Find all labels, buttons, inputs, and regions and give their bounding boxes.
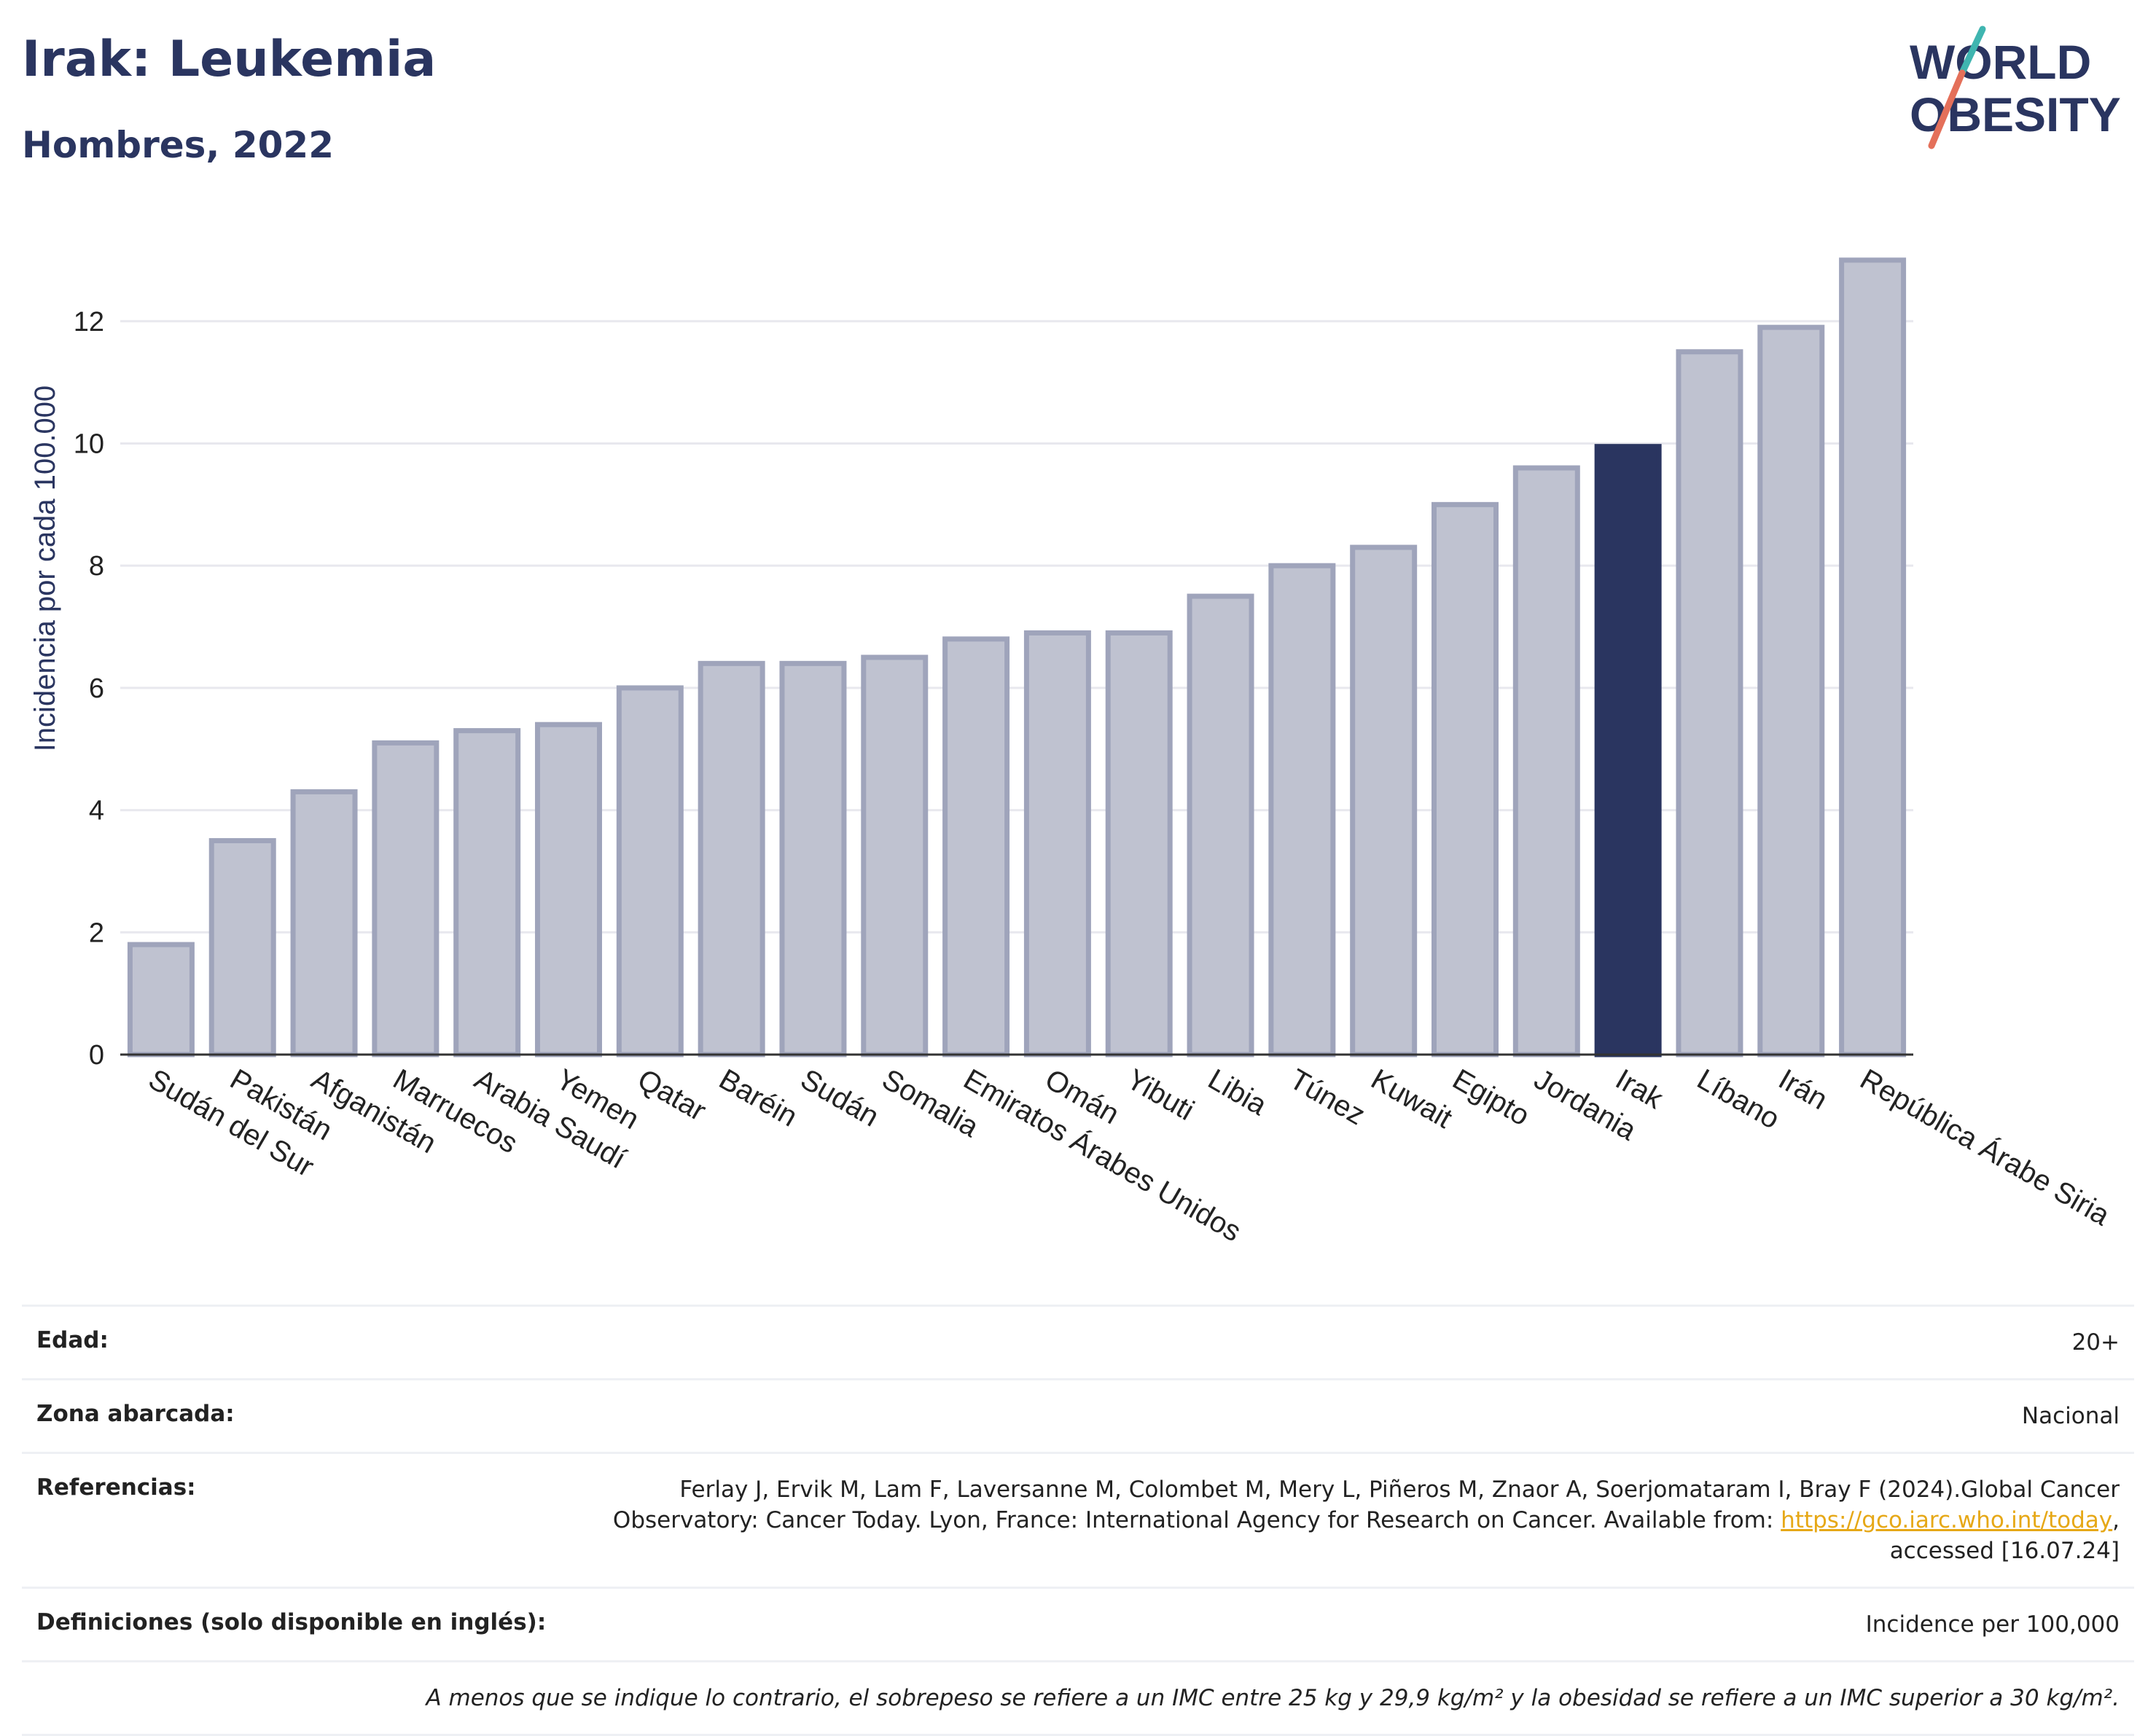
references-value: Ferlay J, Ervik M, Lam F, Laversanne M, … [613,1474,2120,1566]
x-tick-labels: Sudán del SurPakistánAfganistánMarruecos… [143,1063,2115,1248]
bar [616,685,684,1057]
references-line2: Observatory: Cancer Today. Lyon, France:… [612,1507,1781,1533]
info-row-age: Edad: 20+ [22,1305,2134,1378]
x-tick-label: Egipto [1448,1063,1535,1133]
x-tick-label: República Árabe Siria [1855,1063,2116,1232]
references-link[interactable]: https://gco.iarc.who.int/today [1781,1507,2113,1533]
x-tick-label: Baréin [714,1063,802,1133]
zone-label: Zona abarcada: [36,1401,235,1427]
logo-line1: WORLD [1910,35,2091,89]
page-title: Irak: Leukemia [22,31,437,88]
definitions-label: Definiciones (solo disponible en inglés)… [36,1609,547,1635]
info-table: Edad: 20+ Zona abarcada: Nacional Refere… [22,1305,2134,1736]
bar [127,942,195,1057]
y-tick-label: 2 [89,918,104,948]
bar [535,722,602,1057]
zone-value: Nacional [2021,1403,2120,1429]
y-tick-label: 8 [89,551,104,582]
definitions-value: Incidence per 100,000 [1865,1611,2120,1638]
bar [779,660,847,1057]
bar [1676,349,1743,1057]
world-obesity-logo: WORLD OBESITY [1910,26,2121,149]
bar [1839,257,1907,1057]
y-tick-labels: 0 2 4 6 8 10 12 [74,307,104,1071]
bar [1187,593,1254,1057]
references-label: Referencias: [36,1474,196,1501]
references-line3: accessed [16.07.24] [1889,1538,2120,1564]
bar [1594,444,1662,1057]
footnote: A menos que se indique lo contrario, el … [426,1685,2120,1711]
info-row-references: Referencias: Ferlay J, Ervik M, Lam F, L… [22,1452,2134,1587]
y-tick-label: 12 [74,307,104,337]
age-label: Edad: [36,1327,109,1353]
bar [1350,544,1418,1057]
y-axis-label: Incidencia por cada 100.000 [29,386,61,752]
x-tick-label: Túnez [1284,1063,1370,1132]
bar [1105,630,1173,1057]
bar [1432,501,1499,1057]
bar [861,654,929,1057]
x-tick-label: Libia [1203,1063,1273,1122]
bar-chart: 0 2 4 6 8 10 12 Sudán del SurPakistánAfganistá… [29,257,2116,1248]
bar [1512,465,1580,1057]
x-tick-label: Sudán [795,1063,884,1133]
bars [127,257,1907,1057]
y-tick-label: 4 [89,796,104,826]
x-tick-label: Kuwait [1366,1063,1458,1135]
x-tick-label: Yibuti [1121,1063,1199,1127]
page-subtitle: Hombres, 2022 [22,124,334,166]
bar [1757,324,1825,1057]
references-line1: Ferlay J, Ervik M, Lam F, Laversanne M, … [679,1477,2120,1503]
age-value: 20+ [2071,1329,2120,1356]
bar [1023,630,1091,1057]
bar [290,789,358,1057]
bar [453,728,521,1057]
y-tick-label: 6 [89,673,104,704]
bar [698,660,765,1057]
info-row-zone: Zona abarcada: Nacional [22,1378,2134,1452]
y-tick-label: 0 [89,1040,104,1071]
y-tick-label: 10 [74,429,104,459]
bar [372,740,440,1057]
references-line2-end: , [2112,1507,2120,1533]
bar [208,838,276,1057]
bar [942,636,1010,1057]
x-tick-label: Qatar [632,1063,711,1127]
info-row-note: A menos que se indique lo contrario, el … [22,1660,2134,1736]
bar [1268,563,1336,1057]
x-tick-label: Líbano [1692,1063,1785,1135]
info-row-definitions: Definiciones (solo disponible en inglés)… [22,1587,2134,1660]
